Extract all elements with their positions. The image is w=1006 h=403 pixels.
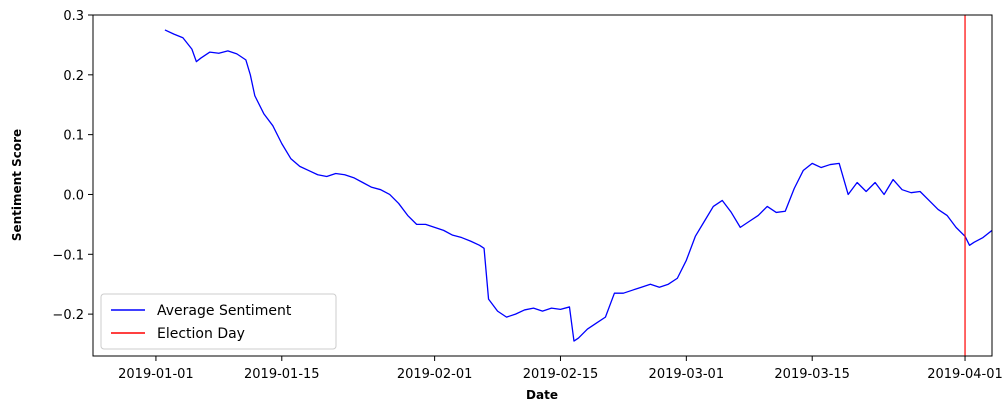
legend-label-average-sentiment: Average Sentiment <box>157 303 292 319</box>
y-tick-label: 0.2 <box>63 69 84 84</box>
x-tick-label: 2019-01-15 <box>244 367 320 382</box>
x-tick-label: 2019-04-01 <box>927 367 1003 382</box>
y-tick-label: 0.3 <box>63 9 84 24</box>
y-tick-label: 0.1 <box>63 129 84 144</box>
series-line-average-sentiment <box>164 29 992 342</box>
y-tick-label: 0.0 <box>63 188 84 203</box>
legend-label-election-day: Election Day <box>157 326 245 342</box>
x-tick-label: 2019-03-01 <box>649 367 725 382</box>
y-tick-label: −0.2 <box>52 308 84 323</box>
x-tick-label: 2019-02-15 <box>523 367 599 382</box>
y-tick-label: −0.1 <box>52 248 84 263</box>
plot-frame <box>92 14 993 357</box>
x-axis-label: Date <box>526 388 558 402</box>
legend-box <box>100 293 337 350</box>
y-axis-label: Sentiment Score <box>10 129 24 241</box>
y-axis: −0.2 −0.1 0.0 0.1 0.2 0.3 <box>52 9 93 323</box>
x-axis: 2019-01-01 2019-01-15 2019-02-01 2019-02-15… <box>118 356 1003 382</box>
x-tick-label: 2019-01-01 <box>118 367 194 382</box>
x-tick-label: 2019-03-15 <box>774 367 850 382</box>
legend: Average Sentiment Election Day <box>100 293 337 350</box>
series-layer <box>164 15 992 356</box>
x-tick-label: 2019-02-01 <box>397 367 473 382</box>
